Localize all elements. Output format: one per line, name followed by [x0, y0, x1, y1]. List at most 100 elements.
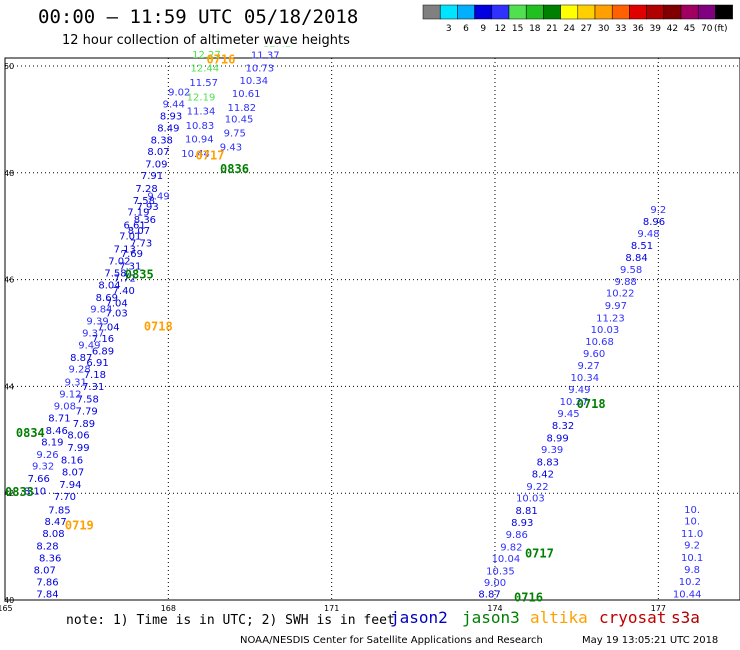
wave-height-value: 7.72: [114, 274, 136, 285]
wave-height-value: 7.79: [76, 407, 98, 418]
legend-tick-label: 3: [446, 24, 452, 34]
legend-tick-label: 39: [649, 24, 661, 34]
pass-time-label: 0717: [196, 148, 225, 162]
footer-timestamp: May 19 13:05:21 UTC 2018: [582, 635, 719, 646]
footer-credit: NOAA/NESDIS Center for Satellite Applica…: [240, 635, 543, 646]
wave-height-value: 7.94: [59, 480, 81, 491]
wave-height-value: 9.22: [526, 482, 548, 493]
wave-height-value: 7.99: [67, 443, 89, 454]
wave-height-value: 8.84: [625, 253, 647, 264]
wave-height-value: 9.44: [163, 100, 185, 111]
wave-height-value: 8.42: [532, 470, 554, 481]
legend-swatch: [715, 4, 733, 20]
wave-height-value: 9.84: [90, 305, 112, 316]
wave-height-value: 8.96: [643, 217, 665, 228]
wave-height-value: 9.49: [147, 192, 169, 203]
wave-height-value: 7.93: [137, 202, 159, 213]
wave-height-value: 11.82: [228, 103, 257, 114]
wave-height-value: 9.32: [32, 462, 54, 473]
wave-height-value: 9.48: [637, 229, 659, 240]
satellite-legend-cryosat: cryosat: [599, 608, 667, 627]
legend-tick-label: 27: [581, 24, 592, 34]
wave-height-value: 9.00: [484, 578, 506, 589]
wave-height-value: 10.2: [679, 577, 701, 588]
wave-height-value: 7.28: [135, 184, 157, 195]
color-legend: 3 6 9 12 15 18 21 24 27 30 33 36 39 42 45 70 (ft): [422, 4, 733, 34]
wave-height-value: 9.43: [220, 142, 242, 153]
wave-height-value: 9.2: [650, 205, 666, 216]
wave-height-value: 8.19: [41, 438, 63, 449]
wave-height-value: 10.34: [571, 373, 600, 384]
wave-height-value: 9.97: [605, 301, 627, 312]
wave-height-value: 7.02: [108, 257, 130, 268]
legend-tick-label: 30: [598, 24, 610, 34]
pass-time-label: 0719: [65, 519, 94, 533]
wave-height-value: 8.81: [515, 506, 537, 517]
latitude-label: 48: [4, 169, 14, 178]
wave-height-value: 7.03: [105, 308, 127, 319]
wave-height-value: 12.19: [187, 93, 216, 104]
legend-tick-label: 36: [632, 24, 644, 34]
pass-time-label: 0716: [206, 52, 235, 66]
wave-height-value: 8.93: [160, 111, 182, 122]
wave-height-value: 9.60: [583, 349, 605, 360]
wave-height-value: 9.37: [82, 329, 104, 340]
wave-height-value: 11.34: [187, 107, 216, 118]
wave-height-value: 10.94: [185, 134, 214, 145]
wave-height-value: 10.04: [492, 554, 521, 565]
wave-height-value: 8.36: [39, 554, 61, 565]
wave-height-value: 9.27: [578, 361, 600, 372]
legend-tick-label: 6: [463, 24, 469, 34]
wave-height-value: 9.26: [36, 450, 58, 461]
legend-tick-label: 24: [563, 24, 575, 34]
wave-height-value: 10.03: [516, 494, 545, 505]
wave-height-value: 10.27: [560, 397, 589, 408]
wave-height-value: 8.93: [511, 518, 533, 529]
wave-height-value: 9.12: [59, 390, 81, 401]
legend-tick-label: 15: [512, 24, 523, 34]
wave-height-value: 7.04: [97, 322, 119, 333]
wave-height-value: 8.87: [478, 589, 500, 600]
legend-unit-label: (ft): [714, 24, 728, 34]
wave-height-value: 9.86: [506, 530, 528, 541]
wave-height-value: 8.71: [48, 414, 70, 425]
wave-height-value: 10.1: [681, 553, 703, 564]
wave-height-value: 10.34: [239, 76, 268, 87]
wave-height-value: 9.39: [86, 316, 108, 327]
wave-height-value: 8.36: [134, 215, 156, 226]
latitude-label: 44: [4, 382, 14, 391]
wave-height-value: 8.07: [128, 226, 150, 237]
wave-height-value: 8.10: [24, 486, 46, 497]
wave-height-value: 9.49: [78, 340, 100, 351]
wave-height-value: 7.13: [114, 244, 136, 255]
wave-height-value: 7.31: [82, 382, 104, 393]
wave-height-value: 10.: [684, 517, 700, 528]
wave-height-value: 7.40: [113, 286, 135, 297]
wave-height-value: 12.42: [263, 38, 292, 49]
wave-height-value: 7.84: [36, 589, 58, 600]
wave-height-value: 7.18: [84, 370, 106, 381]
wave-height-value: 10.83: [186, 121, 215, 132]
longitude-label: 168: [161, 604, 176, 613]
wave-height-value: 9.58: [620, 265, 642, 276]
satellite-legend-jason3: jason3: [462, 608, 520, 627]
wave-height-value: 7.09: [145, 159, 167, 170]
wave-height-value: 7.31: [119, 261, 141, 272]
satellite-legend-s3a: s3a: [671, 608, 700, 627]
wave-height-value: 9.39: [541, 445, 563, 456]
wave-height-value: 9.75: [224, 128, 246, 139]
wave-height-value: 9.02: [168, 87, 190, 98]
wave-height-value: 8.51: [631, 241, 653, 252]
legend-tick-label: 42: [667, 24, 678, 34]
wave-height-value: 7.89: [73, 419, 95, 430]
wave-height-value: 9.28: [68, 365, 90, 376]
wave-height-value: 8.06: [67, 431, 89, 442]
wave-height-value: 10.61: [232, 89, 261, 100]
wave-height-value: 7.66: [28, 474, 50, 485]
wave-height-value: 10.44: [181, 149, 210, 160]
wave-height-value: 8.47: [45, 517, 67, 528]
wave-height-value: 7.70: [54, 492, 76, 503]
longitude-label: 171: [324, 604, 339, 613]
wave-height-value: 10.03: [591, 325, 620, 336]
wave-height-value: 7.16: [92, 334, 114, 345]
